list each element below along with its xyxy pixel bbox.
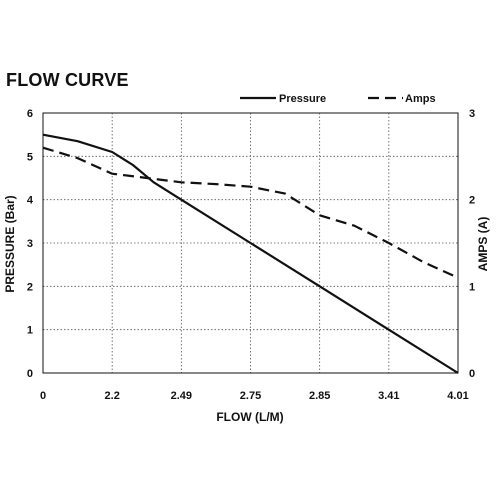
x-tick-label: 3.41 [378,390,399,402]
series-lines [42,133,459,374]
amps-line [42,146,459,279]
y2-tick-label: 0 [469,368,475,380]
x-tick-label: 2.2 [105,390,120,402]
legend: Pressure Amps [240,93,436,105]
x-tick-label: 2.49 [171,390,192,402]
y2-axis-title: AMPS (A) [476,217,490,272]
x-tick-label: 2.75 [240,390,261,402]
plot-frame [42,112,459,374]
y-tick-label: 1 [27,325,33,337]
y-axis-title: PRESSURE (Bar) [3,195,17,292]
y-tick-label: 0 [27,368,33,380]
y-tick-label: 5 [27,151,33,163]
y2-tick-label: 1 [469,281,475,293]
pressure-legend-label: Pressure [279,93,326,105]
tick-labels: 0 1 2 3 4 5 6 0 1 2 3 0 2.2 2.49 2.75 2.85 3.41 4.01 [27,108,475,402]
y2-tick-label: 2 [469,195,475,207]
x-axis-title: FLOW (L/M) [216,410,283,424]
pressure-line [42,133,459,374]
chart-title: FLOW CURVE [6,70,129,90]
x-tick-label: 4.01 [447,390,468,402]
amps-legend-label: Amps [405,93,436,105]
y-tick-label: 2 [27,281,33,293]
plot-area-border [42,112,459,374]
y-tick-label: 3 [27,238,33,250]
x-tick-label: 2.85 [309,390,330,402]
x-tick-label: 0 [40,390,46,402]
y-tick-label: 4 [27,195,34,207]
y2-tick-label: 3 [469,108,475,120]
y-tick-label: 6 [27,108,33,120]
